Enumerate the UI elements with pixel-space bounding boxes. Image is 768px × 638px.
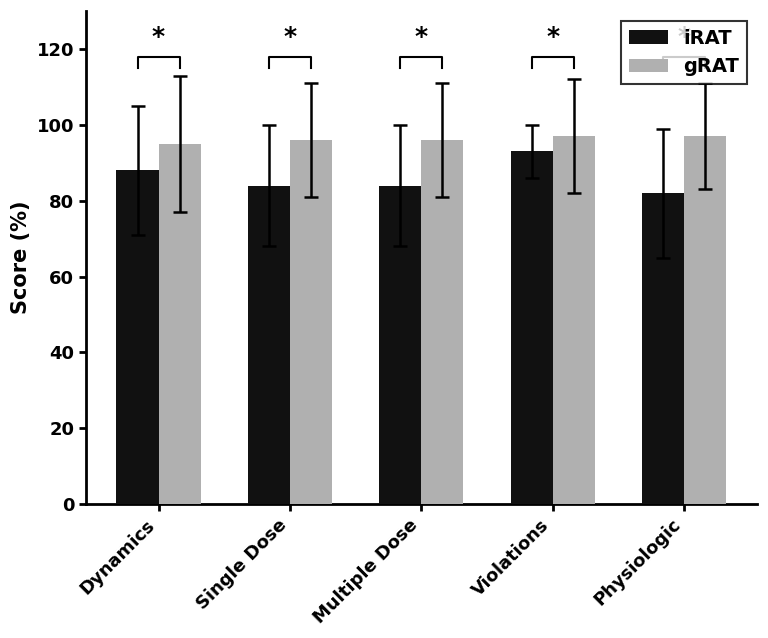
Bar [290, 140, 332, 504]
Text: *: * [152, 25, 165, 49]
Text: *: * [678, 25, 691, 49]
Y-axis label: Score (%): Score (%) [11, 201, 31, 315]
Bar [422, 140, 464, 504]
Bar [684, 137, 727, 504]
Bar [117, 170, 158, 504]
Text: *: * [415, 25, 428, 49]
Bar [158, 144, 200, 504]
Text: *: * [283, 25, 296, 49]
Legend: iRAT, gRAT: iRAT, gRAT [621, 21, 747, 84]
Bar [248, 186, 290, 504]
Bar [511, 151, 553, 504]
Bar [642, 193, 684, 504]
Bar [379, 186, 422, 504]
Text: *: * [546, 25, 559, 49]
Bar [553, 137, 595, 504]
